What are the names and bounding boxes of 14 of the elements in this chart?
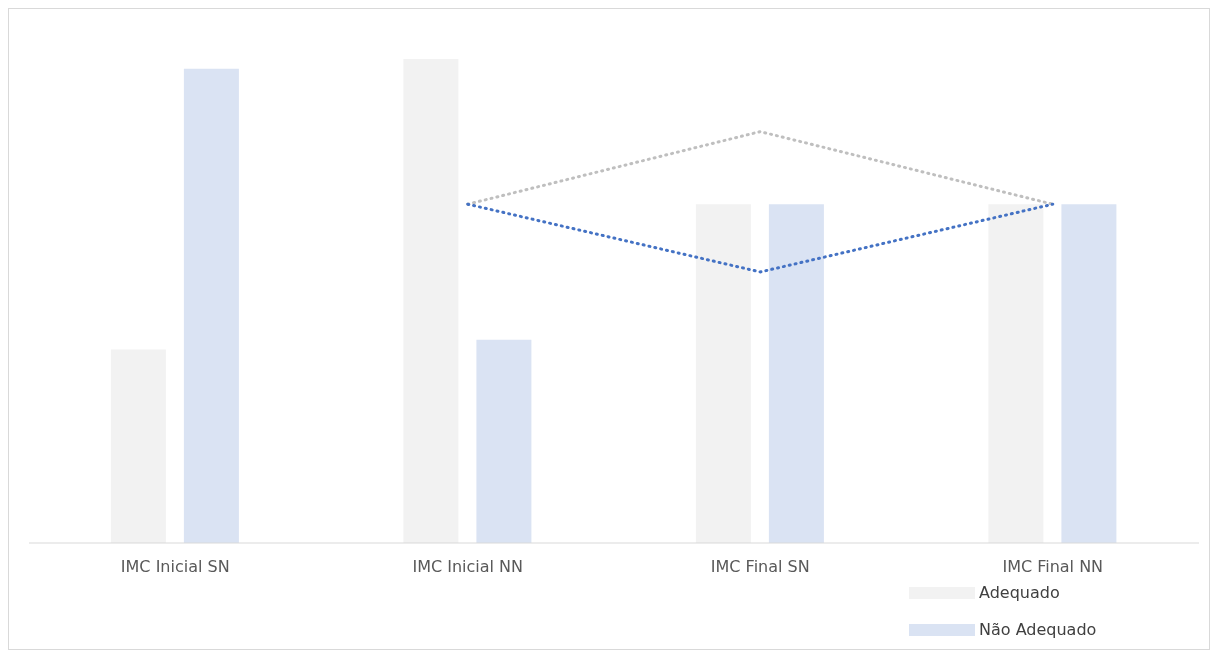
x-tick-label: IMC Final NN [1002, 557, 1104, 577]
bar [403, 59, 459, 543]
x-tick-label: IMC Inicial NN [412, 557, 524, 577]
x-tick-label: IMC Final SN [710, 557, 810, 577]
bar [768, 204, 824, 543]
bar [1061, 204, 1117, 543]
bar [110, 349, 166, 543]
bar [695, 204, 751, 543]
legend-label: Adequado [979, 583, 1060, 602]
bar [183, 68, 239, 543]
bar [476, 339, 532, 543]
bar [988, 204, 1044, 543]
legend-label: Não Adequado [979, 620, 1097, 639]
x-tick-label: IMC Inicial SN [120, 557, 230, 577]
